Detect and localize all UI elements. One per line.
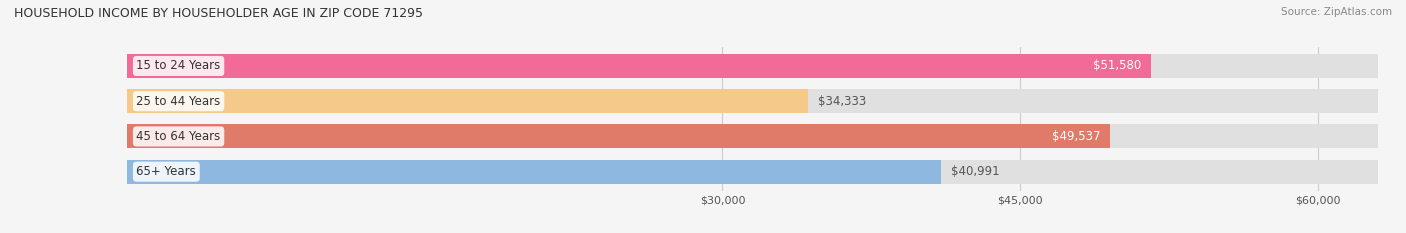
Bar <box>127 54 1152 78</box>
Text: Source: ZipAtlas.com: Source: ZipAtlas.com <box>1281 7 1392 17</box>
Text: $51,580: $51,580 <box>1092 59 1142 72</box>
Bar <box>127 89 1378 113</box>
Bar <box>127 89 808 113</box>
Text: $49,537: $49,537 <box>1052 130 1101 143</box>
Bar <box>127 124 1111 148</box>
Text: 15 to 24 Years: 15 to 24 Years <box>136 59 221 72</box>
Text: $40,991: $40,991 <box>950 165 1000 178</box>
Bar <box>127 160 941 184</box>
Text: 65+ Years: 65+ Years <box>136 165 197 178</box>
Text: 45 to 64 Years: 45 to 64 Years <box>136 130 221 143</box>
Bar <box>127 160 1378 184</box>
Text: HOUSEHOLD INCOME BY HOUSEHOLDER AGE IN ZIP CODE 71295: HOUSEHOLD INCOME BY HOUSEHOLDER AGE IN Z… <box>14 7 423 20</box>
Bar <box>127 54 1378 78</box>
Text: $34,333: $34,333 <box>818 95 866 108</box>
Text: 25 to 44 Years: 25 to 44 Years <box>136 95 221 108</box>
Bar <box>127 124 1378 148</box>
